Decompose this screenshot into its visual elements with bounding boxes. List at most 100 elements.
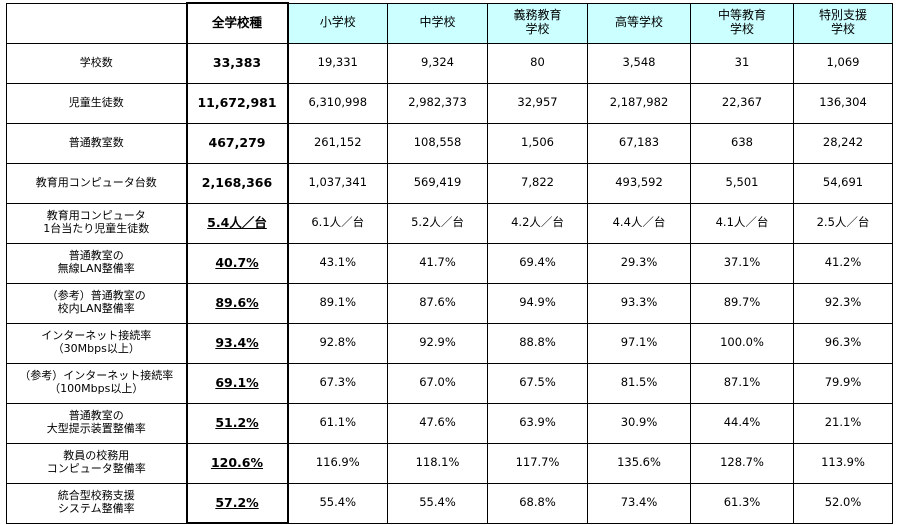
- table-cell: 61.1%: [287, 402, 388, 444]
- table-cell: 92.9%: [387, 322, 488, 364]
- table-cell: 63.9%: [487, 402, 588, 444]
- table-cell: 41.7%: [387, 242, 488, 284]
- table-cell: 6,310,998: [287, 82, 388, 124]
- cell-all-schools-total: 5.4人／台: [185, 202, 289, 244]
- table-cell: 5.2人／台: [387, 202, 488, 244]
- table-cell: 9,324: [387, 42, 488, 84]
- table-cell: 638: [690, 122, 794, 164]
- statistics-table-container: 全学校種 小学校 中学校 義務教育 学校 高等学校 中等教育 学校 特別支援 学…: [6, 2, 893, 524]
- table-cell: 118.1%: [387, 442, 488, 484]
- table-cell: 47.6%: [387, 402, 488, 444]
- table-cell: 52.0%: [793, 482, 893, 524]
- underlined-total-value: 57.2%: [215, 494, 259, 510]
- table-cell: 55.4%: [387, 482, 488, 524]
- row-label: 学校数: [6, 42, 187, 84]
- table-row: 児童生徒数 11,672,981 6,310,998 2,982,373 32,957 2…: [6, 82, 893, 124]
- cell-all-schools-total: 69.1%: [185, 362, 289, 404]
- column-header-compulsory: 義務教育 学校: [487, 2, 588, 44]
- column-header-junior-high: 中学校: [387, 2, 488, 44]
- table-row: （参考）普通教室の 校内LAN整備率 89.6% 89.1% 87.6% 94.9% 93…: [6, 282, 893, 324]
- table-cell: 80: [487, 42, 588, 84]
- table-cell: 69.4%: [487, 242, 588, 284]
- table-cell: 136,304: [793, 82, 893, 124]
- table-cell: 89.1%: [287, 282, 388, 324]
- table-cell: 61.3%: [690, 482, 794, 524]
- table-cell: 96.3%: [793, 322, 893, 364]
- table-cell: 2,982,373: [387, 82, 488, 124]
- table-row: インターネット接続率 （30Mbps以上） 93.4% 92.8% 92.9% 88.8…: [6, 322, 893, 364]
- table-cell: 79.9%: [793, 362, 893, 404]
- table-cell: 1,069: [793, 42, 893, 84]
- table-cell: 6.1人／台: [287, 202, 388, 244]
- table-row: 教育用コンピュータ 1台当たり児童生徒数 5.4人／台 6.1人／台 5.2人／台 4.…: [6, 202, 893, 244]
- table-cell: 7,822: [487, 162, 588, 204]
- table-cell: 73.4%: [587, 482, 691, 524]
- underlined-total-value: 51.2%: [215, 414, 259, 430]
- table-cell: 31: [690, 42, 794, 84]
- row-label: （参考）インターネット接続率 （100Mbps以上）: [6, 362, 187, 404]
- table-cell: 87.1%: [690, 362, 794, 404]
- table-cell: 261,152: [287, 122, 388, 164]
- table-cell: 113.9%: [793, 442, 893, 484]
- table-row: 教育用コンピュータ台数 2,168,366 1,037,341 569,419 7,82…: [6, 162, 893, 204]
- table-cell: 117.7%: [487, 442, 588, 484]
- table-cell: 1,037,341: [287, 162, 388, 204]
- table-cell: 3,548: [587, 42, 691, 84]
- column-header-secondary: 中等教育 学校: [690, 2, 794, 44]
- table-cell: 97.1%: [587, 322, 691, 364]
- table-cell: 55.4%: [287, 482, 388, 524]
- table-row: 普通教室の 大型提示装置整備率 51.2% 61.1% 47.6% 63.9% 30.9%…: [6, 402, 893, 444]
- table-cell: 4.1人／台: [690, 202, 794, 244]
- table-cell: 21.1%: [793, 402, 893, 444]
- table-cell: 81.5%: [587, 362, 691, 404]
- underlined-total-value: 69.1%: [215, 374, 259, 390]
- table-cell: 68.8%: [487, 482, 588, 524]
- cell-all-schools-total: 51.2%: [185, 402, 289, 444]
- cell-all-schools-total: 93.4%: [185, 322, 289, 364]
- underlined-total-value: 40.7%: [215, 254, 259, 270]
- cell-all-schools-total: 89.6%: [185, 282, 289, 324]
- table-cell: 44.4%: [690, 402, 794, 444]
- table-cell: 19,331: [287, 42, 388, 84]
- column-header-elementary: 小学校: [287, 2, 388, 44]
- cell-all-schools-total: 11,672,981: [185, 82, 289, 124]
- table-row: 教員の校務用 コンピュータ整備率 120.6% 116.9% 118.1% 117.7%…: [6, 442, 893, 484]
- cell-all-schools-total: 467,279: [185, 122, 289, 164]
- table-cell: 94.9%: [487, 282, 588, 324]
- table-row: 普通教室の 無線LAN整備率 40.7% 43.1% 41.7% 69.4% 29.3% 3…: [6, 242, 893, 284]
- cell-all-schools-total: 120.6%: [185, 442, 289, 484]
- underlined-total-value: 5.4人／台: [207, 214, 267, 230]
- corner-cell: [6, 2, 187, 44]
- table-cell: 67,183: [587, 122, 691, 164]
- table-cell: 22,367: [690, 82, 794, 124]
- table-cell: 2,187,982: [587, 82, 691, 124]
- table-cell: 4.4人／台: [587, 202, 691, 244]
- table-cell: 67.3%: [287, 362, 388, 404]
- table-cell: 569,419: [387, 162, 488, 204]
- table-cell: 135.6%: [587, 442, 691, 484]
- table-cell: 92.8%: [287, 322, 388, 364]
- row-label: インターネット接続率 （30Mbps以上）: [6, 322, 187, 364]
- table-cell: 108,558: [387, 122, 488, 164]
- table-cell: 88.8%: [487, 322, 588, 364]
- row-label: 教育用コンピュータ台数: [6, 162, 187, 204]
- table-cell: 2.5人／台: [793, 202, 893, 244]
- row-label: 教育用コンピュータ 1台当たり児童生徒数: [6, 202, 187, 244]
- cell-all-schools-total: 57.2%: [185, 482, 289, 524]
- column-header-special-needs: 特別支援 学校: [793, 2, 893, 44]
- table-cell: 41.2%: [793, 242, 893, 284]
- table-cell: 67.0%: [387, 362, 488, 404]
- row-label: （参考）普通教室の 校内LAN整備率: [6, 282, 187, 324]
- table-row: 統合型校務支援 システム整備率 57.2% 55.4% 55.4% 68.8% 73.4%…: [6, 482, 893, 524]
- table-cell: 4.2人／台: [487, 202, 588, 244]
- table-row: （参考）インターネット接続率 （100Mbps以上） 69.1% 67.3% 67.0…: [6, 362, 893, 404]
- table-cell: 493,592: [587, 162, 691, 204]
- table-cell: 5,501: [690, 162, 794, 204]
- table-cell: 128.7%: [690, 442, 794, 484]
- row-label: 統合型校務支援 システム整備率: [6, 482, 187, 524]
- row-label: 普通教室の 無線LAN整備率: [6, 242, 187, 284]
- cell-all-schools-total: 40.7%: [185, 242, 289, 284]
- underlined-total-value: 93.4%: [215, 334, 259, 350]
- table-cell: 67.5%: [487, 362, 588, 404]
- underlined-total-value: 89.6%: [215, 294, 259, 310]
